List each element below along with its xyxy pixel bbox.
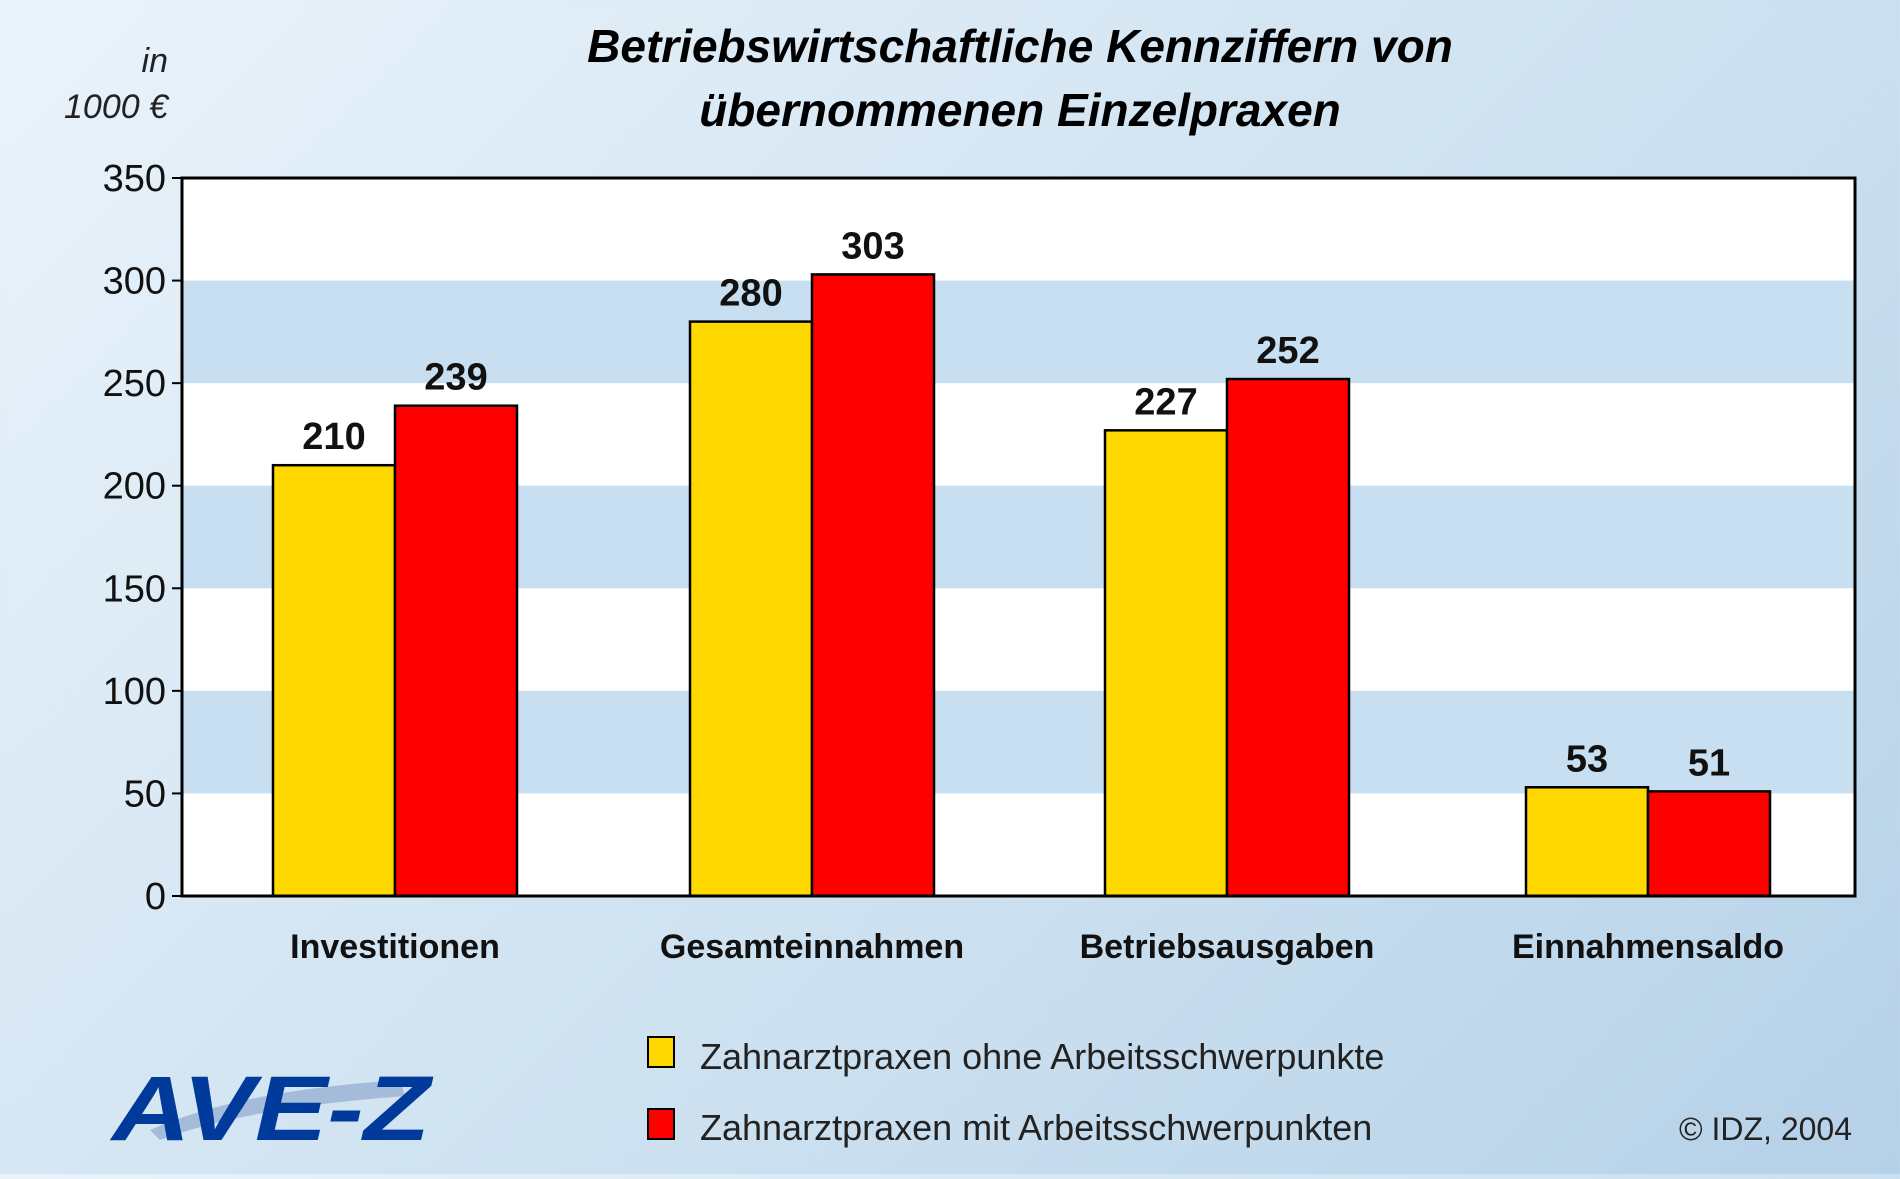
chart-title-line2: übernommenen Einzelpraxen [699, 84, 1341, 136]
chart-title-line1: Betriebswirtschaftliche Kennziffern von [587, 20, 1453, 72]
data-label-mit-1: 303 [841, 225, 904, 267]
logo-swoosh [150, 1080, 405, 1140]
data-label-ohne-3: 53 [1566, 738, 1608, 780]
data-label-ohne-0: 210 [302, 416, 365, 458]
y-tick-label: 200 [103, 466, 166, 508]
y-tick-label: 350 [103, 158, 166, 200]
logo-text: AVE-Z [110, 1058, 435, 1160]
legend-swatch-mit [647, 1108, 675, 1140]
y-tick-label: 100 [103, 671, 166, 713]
bars-group [180, 176, 1857, 898]
y-tick-label: 150 [103, 568, 166, 610]
bar-mit-0 [393, 404, 519, 898]
data-label-ohne-1: 280 [719, 273, 782, 315]
legend-label-mit: Zahnarztpraxen mit Arbeitsschwerpunkten [700, 1107, 1372, 1148]
y-unit-line1: in [142, 42, 168, 80]
legend: Zahnarztpraxen ohne Arbeitsschwerpunkte … [647, 1036, 1384, 1148]
x-tick-label-0: Investitionen [290, 928, 500, 966]
data-label-mit-0: 239 [424, 357, 487, 399]
logo: AVE-Z [110, 1058, 435, 1160]
data-label-mit-2: 252 [1256, 330, 1319, 372]
bar-ohne-2 [1103, 429, 1229, 898]
data-label-ohne-2: 227 [1134, 381, 1197, 423]
x-axis: Investitionen Gesamteinnahmen Betriebsausg… [290, 928, 1784, 966]
x-tick-label-2: Betriebsausgaben [1080, 928, 1375, 966]
bar-mit-3 [1646, 790, 1772, 898]
legend-label-ohne: Zahnarztpraxen ohne Arbeitsschwerpunkte [700, 1036, 1384, 1077]
x-tick-label-1: Gesamteinnahmen [660, 928, 964, 966]
y-tick-label: 300 [103, 261, 166, 303]
bar-ohne-3 [1524, 786, 1650, 898]
bar-ohne-0 [271, 463, 397, 898]
y-tick-label: 250 [103, 363, 166, 405]
bar-ohne-1 [688, 320, 814, 898]
y-unit-line2: 1000 € [64, 88, 170, 126]
data-labels: 210 239 280 303 227 252 53 51 [302, 225, 1730, 784]
y-tick-label: 50 [124, 773, 166, 815]
grid-band [182, 280, 1855, 384]
legend-swatch-ohne [647, 1036, 675, 1068]
y-axis: 0 50 100 150 200 250 300 350 [103, 158, 182, 918]
data-label-mit-3: 51 [1688, 742, 1730, 784]
bar-mit-2 [1225, 377, 1351, 898]
plot-frame [180, 176, 1857, 898]
y-tick-label: 0 [145, 876, 166, 918]
copyright-text: © IDZ, 2004 [1679, 1111, 1852, 1147]
x-tick-label-3: Einnahmensaldo [1512, 928, 1784, 966]
bar-mit-1 [810, 273, 936, 898]
